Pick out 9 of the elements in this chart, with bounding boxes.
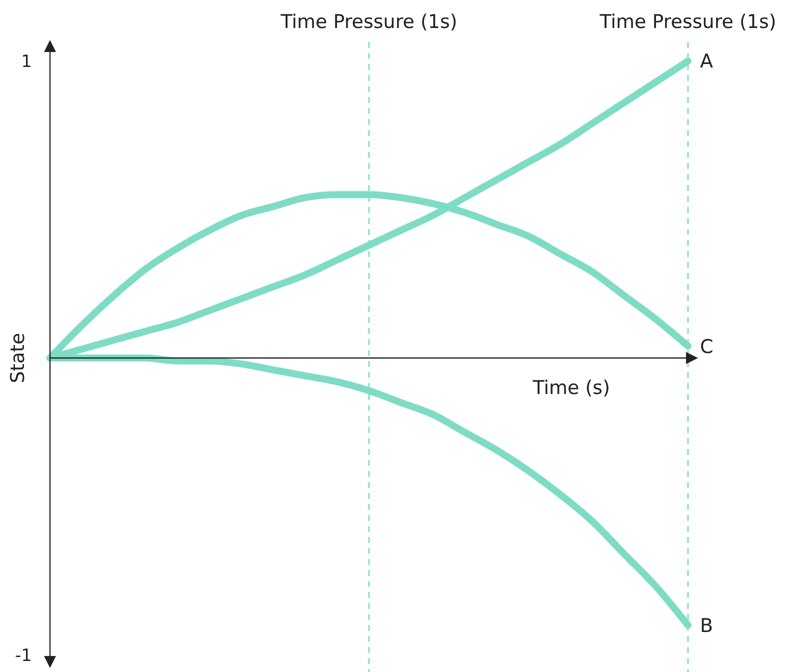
y-tick-label: 1	[21, 52, 32, 72]
x-axis-title: Time (s)	[532, 377, 610, 399]
series-label: B	[700, 614, 714, 637]
y-tick-label: -1	[15, 646, 32, 666]
series-label: C	[700, 336, 714, 358]
ref-line-label: Time Pressure (1s)	[598, 11, 776, 33]
y-axis-title: State	[7, 332, 29, 384]
ref-line-label: Time Pressure (1s)	[280, 11, 458, 33]
series-label: A	[700, 50, 713, 73]
